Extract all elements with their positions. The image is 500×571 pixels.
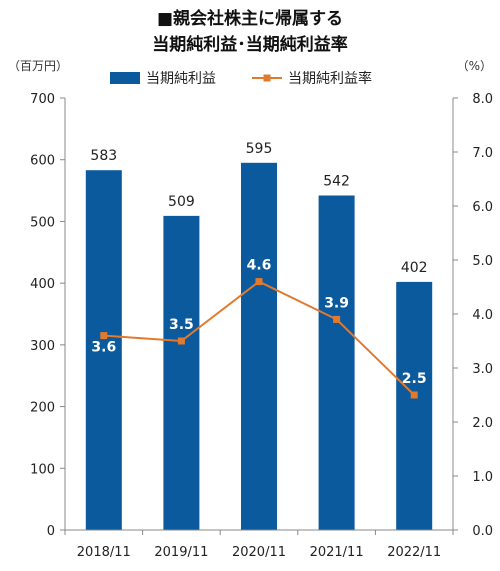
bar-value-label: 583 [90, 148, 117, 164]
rate-marker [177, 337, 185, 345]
chart-title-line1: ■親会社株主に帰属する [157, 8, 343, 29]
bar-value-label: 402 [401, 260, 428, 276]
bar [241, 162, 277, 531]
legend: 当期純利益 当期純利益率 [110, 70, 372, 87]
rate-line [100, 278, 418, 399]
legend-line-label: 当期純利益率 [288, 70, 372, 87]
bar [318, 195, 355, 530]
x-tick-label: 2022/11 [387, 545, 441, 560]
legend-bar-swatch [110, 72, 140, 84]
rate-marker [333, 315, 341, 323]
right-axis-unit: （%） [457, 59, 492, 73]
rate-marker [410, 391, 418, 399]
left-axis-unit: （百万円） [8, 59, 68, 73]
rate-value-label: 3.5 [169, 317, 194, 333]
left-axis: 0 100 200 300 400 500 600 700 [30, 92, 66, 539]
bar-value-label: 542 [323, 174, 350, 190]
right-tick-label: 6.0 [472, 200, 493, 215]
right-tick-label: 1.0 [472, 470, 493, 485]
x-axis: 2018/11 2019/11 2020/11 2021/11 2022/11 [64, 529, 454, 560]
right-tick-label: 2.0 [472, 416, 493, 431]
right-tick-label: 0.0 [472, 524, 493, 539]
bars [85, 162, 433, 531]
x-tick-label: 2018/11 [77, 545, 131, 560]
x-tick-label: 2020/11 [232, 545, 286, 560]
right-tick-label: 4.0 [472, 308, 493, 323]
left-tick-label: 400 [30, 277, 55, 292]
chart-title-line2: 当期純利益･当期純利益率 [152, 34, 348, 55]
rate-value-label: 3.6 [91, 340, 116, 356]
legend-bar-label: 当期純利益 [146, 71, 216, 87]
left-tick-label: 700 [30, 92, 55, 107]
rate-value-label: 2.5 [402, 371, 427, 387]
rate-value-label: 4.6 [247, 258, 272, 274]
bar-value-label: 595 [246, 141, 273, 157]
rate-value-label: 3.9 [324, 295, 349, 311]
left-tick-label: 0 [47, 524, 55, 539]
right-tick-label: 8.0 [472, 92, 493, 107]
x-tick-label: 2019/11 [154, 545, 208, 560]
left-tick-label: 300 [30, 339, 55, 354]
bar-value-label: 509 [168, 194, 195, 210]
rate-value-labels: 3.6 3.5 4.6 3.9 2.5 [91, 258, 426, 387]
right-tick-label: 3.0 [472, 362, 493, 377]
right-tick-label: 7.0 [472, 146, 493, 161]
x-tick-label: 2021/11 [310, 545, 364, 560]
legend-line-marker [263, 74, 271, 82]
bar-value-labels: 583 509 595 542 402 [90, 141, 427, 276]
rate-marker [100, 332, 108, 340]
rate-marker [255, 278, 263, 286]
left-tick-label: 100 [30, 462, 55, 477]
bar [163, 215, 200, 531]
right-axis: 0.0 1.0 2.0 3.0 4.0 5.0 6.0 7.0 8.0 [452, 92, 493, 539]
left-tick-label: 600 [30, 154, 55, 169]
right-tick-label: 5.0 [472, 254, 493, 269]
left-tick-label: 500 [30, 215, 55, 230]
left-tick-label: 200 [30, 401, 55, 416]
bar [396, 281, 433, 530]
bar [85, 170, 122, 530]
